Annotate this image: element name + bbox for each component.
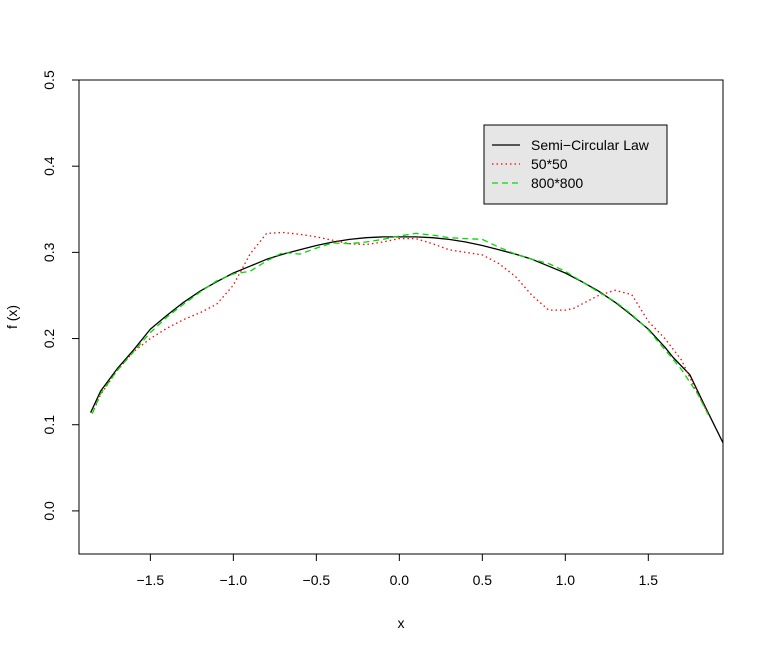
y-tick-label: 0.2: [41, 329, 57, 349]
x-tick-label: −1.0: [220, 572, 248, 588]
y-tick-label: 0.4: [41, 156, 57, 176]
series-line-semi-circular-law: [90, 236, 724, 444]
y-axis-label: f (x): [4, 305, 20, 329]
x-tick-label: −1.5: [137, 572, 165, 588]
legend-label: 50*50: [531, 156, 568, 172]
y-tick-label: 0.3: [41, 242, 57, 262]
y-axis: 0.0 0.1 0.2 0.3 0.4 0.5: [41, 70, 80, 521]
legend: Semi−Circular Law 50*50 800*800: [483, 124, 668, 205]
y-tick-label: 0.5: [41, 70, 57, 90]
x-tick-label: 0.5: [473, 572, 493, 588]
series-layer: [90, 231, 724, 444]
x-tick-label: 0.0: [390, 572, 410, 588]
series-line-800-800: [91, 232, 709, 415]
x-tick-label: 1.0: [556, 572, 576, 588]
x-tick-label: 1.5: [639, 572, 659, 588]
series-line-50-50: [91, 231, 709, 414]
x-axis-label: x: [398, 615, 405, 631]
x-axis: −1.5 −1.0 −0.5 0.0 0.5 1.0 1.5: [137, 553, 659, 588]
y-tick-label: 0.0: [41, 501, 57, 521]
x-tick-label: −0.5: [303, 572, 331, 588]
legend-label: Semi−Circular Law: [531, 137, 650, 153]
legend-label: 800*800: [531, 175, 583, 191]
y-tick-label: 0.1: [41, 415, 57, 435]
